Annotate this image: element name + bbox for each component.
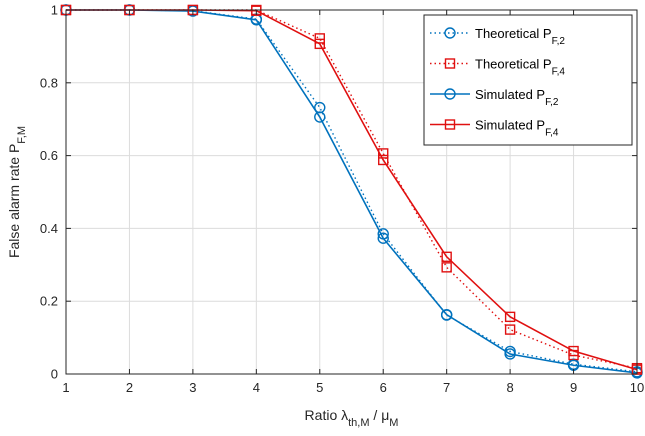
data-point <box>314 33 325 44</box>
x-tick-label: 6 <box>380 380 387 395</box>
x-tick-label: 3 <box>189 380 196 395</box>
y-tick-label: 0.8 <box>40 75 58 90</box>
data-point <box>251 5 262 16</box>
legend-marker <box>444 58 456 69</box>
ticks: 1 2 3 4 5 6 7 8 9 10 0 0.2 0.4 0.6 0.8 1 <box>40 3 644 396</box>
data-point <box>314 111 326 123</box>
legend-marker <box>444 119 456 130</box>
y-tick-label: 0.6 <box>40 148 58 163</box>
y-tick-label: 0.4 <box>40 221 58 236</box>
data-point <box>377 232 389 244</box>
data-point <box>504 311 516 323</box>
data-point <box>504 348 516 360</box>
data-point <box>504 324 516 335</box>
y-tick-label: 0.2 <box>40 294 58 309</box>
x-tick-label: 1 <box>62 380 69 395</box>
legend-entry: Simulated PF,4 <box>430 118 559 139</box>
x-tick-label: 10 <box>630 380 644 395</box>
x-tick-label: 9 <box>570 380 577 395</box>
x-tick-label: 4 <box>253 380 260 395</box>
data-point <box>441 251 452 262</box>
legend-marker <box>444 88 456 100</box>
x-tick-label: 2 <box>126 380 133 395</box>
plot-frame <box>65 9 638 375</box>
legend-label: Simulated PF,2 <box>475 87 559 108</box>
legend-label: Theoretical PF,4 <box>475 57 565 78</box>
legend-label: Simulated PF,4 <box>475 118 559 139</box>
data-point <box>378 148 389 159</box>
data-point <box>441 262 452 273</box>
y-tick-label: 1 <box>51 3 58 18</box>
data-point <box>378 154 389 166</box>
legend-marker <box>444 27 456 39</box>
data-point <box>568 345 579 357</box>
legend: Theoretical PF,2 Theoretical PF,4 Simulate… <box>423 14 633 146</box>
data-point <box>314 38 325 50</box>
y-tick-label: 0 <box>51 367 58 382</box>
legend-entry: Simulated PF,2 <box>430 87 559 108</box>
legend-box <box>423 14 633 146</box>
x-tick-label: 7 <box>443 380 450 395</box>
legend-entry: Theoretical PF,2 <box>430 26 565 47</box>
legend-label: Theoretical PF,2 <box>475 26 565 47</box>
legend-entry: Theoretical PF,4 <box>430 57 565 78</box>
x-tick-label: 8 <box>506 380 513 395</box>
data-point <box>440 308 453 321</box>
x-axis-label: Ratio λth,M / μM <box>305 407 399 429</box>
y-axis-label: False alarm rate PF,M <box>6 126 28 258</box>
x-tick-label: 5 <box>316 380 323 395</box>
